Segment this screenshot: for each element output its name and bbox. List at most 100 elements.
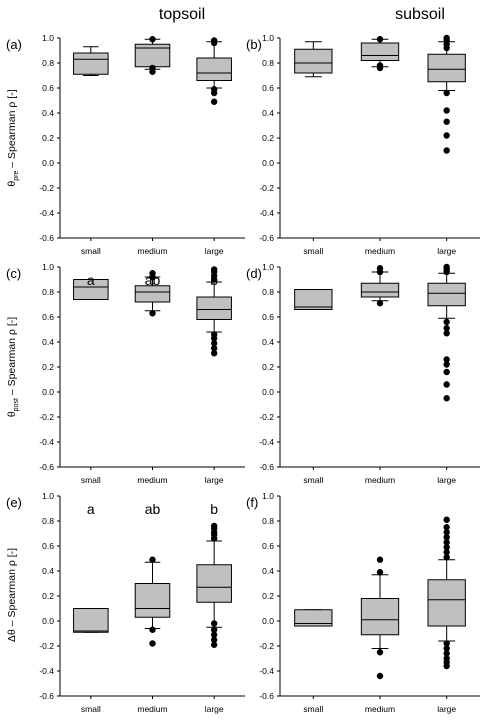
- outlier-point: [443, 107, 450, 114]
- outlier-point: [210, 350, 218, 357]
- outlier-point: [443, 381, 450, 388]
- panel-e: -0.6 -0.4 -0.2 0.0 0.2 0.4 0.6 0.8 1.0 (e) small a m…: [6, 491, 245, 714]
- category-label: small: [303, 246, 323, 256]
- panel-f: -0.6 -0.4 -0.2 0.0 0.2 0.4 0.6 0.8 1.0 (f) small me…: [246, 491, 480, 714]
- y-tick-label: 0.0: [262, 158, 274, 168]
- y-tick-label: -0.2: [39, 641, 54, 651]
- outlier-point: [443, 263, 450, 271]
- y-tick-label: 0.4: [42, 108, 54, 118]
- category-label: small: [81, 704, 101, 714]
- y-tick-label: 0.8: [262, 58, 274, 68]
- y-tick-label: 0.8: [42, 287, 54, 297]
- outlier-point: [210, 631, 218, 638]
- category-label: large: [205, 704, 224, 714]
- outlier-point: [210, 331, 218, 338]
- outlier-point: [443, 395, 450, 402]
- category-label: medium: [365, 704, 395, 714]
- y-tick-label: 0.8: [42, 516, 54, 526]
- significance-letter: ab: [145, 272, 161, 288]
- box: [360, 42, 400, 61]
- outlier-point: [443, 655, 450, 662]
- category-label: small: [81, 475, 101, 485]
- outlier-point: [376, 672, 384, 680]
- outlier-point: [149, 64, 156, 72]
- y-tick-label: -0.2: [259, 183, 274, 193]
- y-tick-label: -0.4: [259, 666, 274, 676]
- y-tick-label: 1.0: [262, 491, 274, 501]
- y-tick-label: -0.2: [39, 412, 54, 422]
- box: [134, 583, 171, 618]
- y-tick-label: 1.0: [262, 33, 274, 43]
- outlier-point: [443, 368, 450, 376]
- category-label: large: [437, 704, 456, 714]
- y-tick-label: 1.0: [42, 491, 54, 501]
- y-tick-label: 0.2: [262, 133, 274, 143]
- y-tick-label: 0.8: [42, 58, 54, 68]
- y-tick-label: 1.0: [42, 33, 54, 43]
- y-tick-label: -0.4: [259, 208, 274, 218]
- box: [73, 279, 109, 300]
- outlier-point: [210, 37, 218, 44]
- y-tick-label: 0.6: [262, 83, 274, 93]
- y-tick-label: -0.6: [259, 462, 274, 472]
- box: [134, 285, 171, 303]
- y-tick-label: 1.0: [42, 262, 54, 272]
- y-tick-label: 0.4: [262, 566, 274, 576]
- y-tick-label: 0.6: [42, 541, 54, 551]
- y-tick-label: 0.8: [262, 287, 274, 297]
- outlier-point: [443, 356, 450, 363]
- panel-a: -0.6 -0.4 -0.2 0.0 0.2 0.4 0.6 0.8 1.0 (a) small me…: [6, 33, 245, 256]
- panels: -0.6 -0.4 -0.2 0.0 0.2 0.4 0.6 0.8 1.0 (a) small me…: [6, 33, 480, 714]
- ylabel-row1: θpre – Spearman ρ [-]: [6, 89, 20, 186]
- category-label: small: [303, 475, 323, 485]
- y-tick-label: 0.0: [42, 387, 54, 397]
- y-tick-label: 0.4: [262, 108, 274, 118]
- outlier-point: [443, 650, 450, 657]
- y-tick-label: 0.6: [42, 312, 54, 322]
- outlier-point: [376, 556, 384, 563]
- box: [427, 579, 466, 627]
- outlier-point: [376, 649, 384, 656]
- y-tick-label: -0.4: [39, 666, 54, 676]
- significance-letter: a: [87, 501, 95, 517]
- outlier-point: [443, 325, 450, 332]
- y-tick-label: 0.0: [262, 616, 274, 626]
- y-tick-label: 0.8: [262, 516, 274, 526]
- outlier-point: [443, 549, 450, 556]
- y-tick-label: -0.4: [39, 437, 54, 447]
- panel-b: -0.6 -0.4 -0.2 0.0 0.2 0.4 0.6 0.8 1.0(b) small me…: [246, 33, 480, 256]
- outlier-point: [210, 266, 218, 273]
- outlier-point: [149, 36, 156, 43]
- outlier-point: [443, 318, 450, 326]
- outlier-point: [210, 340, 218, 347]
- outlier-point: [210, 626, 218, 633]
- y-tick-label: -0.4: [39, 208, 54, 218]
- y-tick-label: 0.6: [262, 312, 274, 322]
- box: [294, 48, 333, 74]
- panel-label: (e): [6, 495, 22, 510]
- outlier-point: [376, 265, 384, 272]
- panel-c: -0.6 -0.4 -0.2 0.0 0.2 0.4 0.6 0.8 1.0 (c) small a m…: [6, 262, 245, 485]
- outlier-point: [443, 645, 450, 652]
- category-label: medium: [365, 246, 395, 256]
- panel-label: (b): [246, 37, 262, 52]
- outlier-point: [149, 626, 156, 633]
- y-tick-label: 0.2: [42, 133, 54, 143]
- column-title-subsoil: subsoil: [395, 6, 445, 23]
- category-label: medium: [137, 475, 167, 485]
- y-tick-label: 0.0: [42, 616, 54, 626]
- y-tick-label: -0.6: [39, 233, 54, 243]
- column-title-topsoil: topsoil: [159, 6, 205, 23]
- outlier-point: [376, 300, 384, 307]
- category-label: medium: [365, 475, 395, 485]
- significance-letter: a: [87, 272, 95, 288]
- y-tick-label: 0.2: [262, 362, 274, 372]
- y-tick-label: -0.6: [259, 691, 274, 701]
- box: [294, 609, 333, 627]
- y-tick-label: -0.6: [39, 462, 54, 472]
- category-label: small: [303, 704, 323, 714]
- y-tick-label: 1.0: [262, 262, 274, 272]
- box: [360, 282, 400, 298]
- significance-letter: b: [210, 272, 218, 288]
- y-tick-label: -0.2: [39, 183, 54, 193]
